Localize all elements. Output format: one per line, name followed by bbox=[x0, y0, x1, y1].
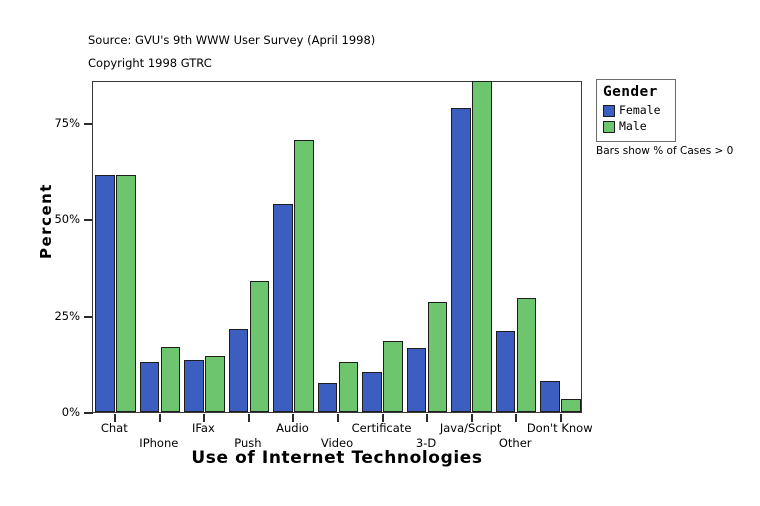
legend-entry: Male bbox=[603, 119, 669, 134]
y-tick-label: 25% bbox=[54, 308, 80, 323]
legend-entry: Female bbox=[603, 103, 669, 118]
bar bbox=[273, 203, 293, 412]
legend-label: Female bbox=[619, 103, 661, 117]
legend-title: Gender bbox=[603, 84, 658, 100]
bar bbox=[406, 348, 427, 412]
x-tick-mark bbox=[515, 414, 518, 422]
y-tick-mark bbox=[84, 123, 93, 125]
bar bbox=[383, 340, 403, 412]
y-tick-label: 0% bbox=[61, 405, 80, 419]
legend-footnote: Bars show % of Cases > 0 bbox=[596, 145, 734, 157]
bar bbox=[362, 371, 382, 412]
x-tick-mark bbox=[381, 414, 384, 422]
legend-entries: Female Male bbox=[603, 103, 669, 134]
bar bbox=[516, 298, 537, 412]
bar bbox=[160, 346, 181, 412]
y-tick-label: 75% bbox=[54, 116, 80, 130]
legend: Gender Female Male bbox=[596, 79, 676, 142]
plot-frame bbox=[92, 80, 582, 413]
x-tick-label: Java/Script bbox=[439, 421, 502, 435]
bar bbox=[95, 175, 115, 412]
x-tick-label: Audio bbox=[276, 421, 309, 435]
bar bbox=[249, 281, 270, 412]
x-tick-mark bbox=[203, 414, 206, 422]
x-tick-mark bbox=[470, 414, 473, 422]
y-tick-mark bbox=[84, 315, 93, 318]
x-tick-mark bbox=[292, 414, 295, 422]
bar bbox=[338, 361, 359, 412]
x-tick-label: 3-D bbox=[415, 436, 437, 450]
legend-swatch bbox=[603, 104, 615, 117]
bar bbox=[472, 80, 492, 412]
bar bbox=[451, 107, 471, 412]
bar bbox=[139, 361, 160, 412]
y-tick-label: 50% bbox=[54, 212, 80, 227]
bar bbox=[294, 140, 314, 412]
x-tick-label: Don't Know bbox=[526, 421, 593, 435]
bar bbox=[228, 329, 249, 412]
x-tick-mark bbox=[114, 414, 117, 422]
bar bbox=[427, 302, 448, 412]
bar bbox=[317, 383, 338, 412]
bar bbox=[561, 398, 581, 412]
x-tick-label: Chat bbox=[100, 421, 128, 435]
legend-label: Male bbox=[619, 119, 647, 133]
bar bbox=[184, 359, 204, 412]
x-tick-label: Certificate bbox=[351, 421, 412, 435]
x-tick-label: IPhone bbox=[139, 436, 179, 450]
x-tick-mark bbox=[337, 414, 339, 422]
copyright-note: Copyright 1998 GTRC bbox=[88, 56, 212, 70]
x-tick-label: IFax bbox=[191, 421, 215, 435]
x-tick-mark bbox=[158, 414, 161, 422]
x-axis-title: Use of Internet Technologies bbox=[191, 448, 483, 468]
x-tick-mark bbox=[559, 414, 562, 422]
source-note: Source: GVU's 9th WWW User Survey (April… bbox=[88, 33, 376, 47]
plot-area bbox=[93, 80, 581, 412]
bar bbox=[205, 356, 225, 412]
x-tick-label: Push bbox=[234, 436, 262, 450]
bar bbox=[540, 381, 560, 412]
x-tick-label: Video bbox=[320, 436, 354, 450]
bar bbox=[116, 175, 136, 412]
y-tick-mark bbox=[84, 219, 93, 222]
bar bbox=[495, 331, 516, 412]
x-tick-label: Other bbox=[498, 436, 532, 450]
legend-swatch bbox=[603, 120, 615, 133]
y-tick-mark bbox=[84, 412, 93, 414]
x-tick-mark bbox=[247, 414, 250, 422]
x-tick-mark bbox=[426, 414, 429, 422]
